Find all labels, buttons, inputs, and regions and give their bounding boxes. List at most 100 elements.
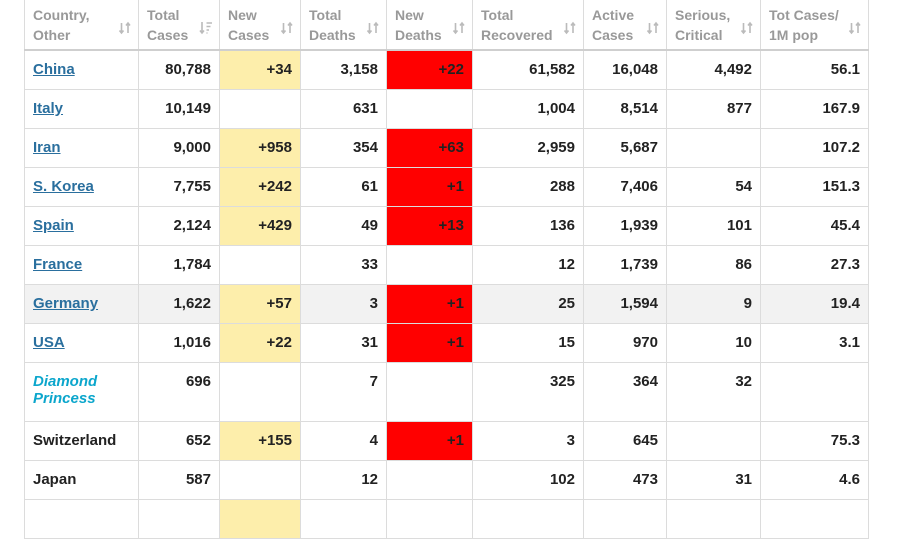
cell-active-cases: 1,939 — [583, 205, 667, 246]
column-header-label-line2: Deaths — [309, 26, 356, 43]
table-row: Germany 1,622 +57 3 +1 25 1,594 9 19.4 — [24, 283, 869, 324]
column-header-label-line2: Critical — [675, 26, 723, 43]
cell-total-recovered: 3 — [472, 420, 584, 461]
cell-tot-cases-per-1m: 56.1 — [760, 49, 869, 90]
cell-total-cases: 1,784 — [138, 244, 220, 285]
cell-active-cases: 473 — [583, 459, 667, 500]
column-header-country[interactable]: Country, Other — [24, 0, 139, 51]
cell-total-recovered — [472, 498, 584, 539]
cell-tot-cases-per-1m — [760, 498, 869, 539]
cell-new-cases: +22 — [219, 322, 301, 363]
coronavirus-stats-table: Country, Other Total Cases New Cases Total Deat… — [24, 0, 869, 539]
country-name: Diamond Princess — [33, 372, 98, 407]
cell-total-recovered: 2,959 — [472, 127, 584, 168]
column-header-new-deaths[interactable]: New Deaths — [386, 0, 473, 51]
cell-new-deaths: +63 — [386, 127, 473, 168]
cell-new-cases — [219, 361, 301, 422]
column-header-new-cases[interactable]: New Cases — [219, 0, 301, 51]
cell-active-cases: 7,406 — [583, 166, 667, 207]
country-link[interactable]: France — [33, 256, 83, 273]
cell-tot-cases-per-1m: 167.9 — [760, 88, 869, 129]
sort-icon[interactable] — [848, 21, 862, 35]
cell-country: Diamond Princess — [24, 361, 139, 422]
cell-tot-cases-per-1m: 107.2 — [760, 127, 869, 168]
country-name: Japan — [33, 471, 77, 488]
cell-active-cases: 970 — [583, 322, 667, 363]
cell-serious-critical — [666, 127, 761, 168]
cell-total-deaths: 354 — [300, 127, 387, 168]
column-header-serious-critical[interactable]: Serious, Critical — [666, 0, 761, 51]
country-link[interactable]: China — [33, 61, 75, 79]
cell-country — [24, 498, 139, 539]
country-link[interactable]: Italy — [33, 100, 64, 117]
cell-active-cases: 1,739 — [583, 244, 667, 285]
sort-icon[interactable] — [452, 21, 466, 35]
column-header-total-cases[interactable]: Total Cases — [138, 0, 220, 51]
sort-icon[interactable] — [563, 21, 577, 35]
column-header-total-recovered[interactable]: Total Recovered — [472, 0, 584, 51]
cell-serious-critical — [666, 498, 761, 539]
table-row: France 1,784 33 12 1,739 86 27.3 — [24, 244, 869, 285]
cell-new-cases — [219, 459, 301, 500]
sort-icon[interactable] — [118, 21, 132, 35]
table-row — [24, 498, 869, 539]
column-header-label-line1: New — [395, 6, 424, 23]
cell-serious-critical: 101 — [666, 205, 761, 246]
cell-total-cases: 10,149 — [138, 88, 220, 129]
column-header-tot-cases-per-1m[interactable]: Tot Cases/1M pop — [760, 0, 869, 51]
cell-country: Spain — [24, 205, 139, 246]
cell-total-cases: 1,622 — [138, 283, 220, 324]
column-header-active-cases[interactable]: Active Cases — [583, 0, 667, 51]
column-header-label-line2: Deaths — [395, 26, 442, 43]
cell-serious-critical: 86 — [666, 244, 761, 285]
table-row: USA 1,016 +22 31 +1 15 970 10 3.1 — [24, 322, 869, 363]
sort-icon[interactable] — [280, 21, 294, 35]
column-header-label-line1: Total — [481, 6, 514, 23]
cell-new-deaths — [386, 459, 473, 500]
cell-total-deaths — [300, 498, 387, 539]
column-header-label-line2: Recovered — [481, 26, 553, 43]
cell-new-cases — [219, 88, 301, 129]
cell-tot-cases-per-1m: 4.6 — [760, 459, 869, 500]
cell-new-deaths: +22 — [386, 49, 473, 90]
cell-country: Germany — [24, 283, 139, 324]
cell-total-deaths: 3 — [300, 283, 387, 324]
cell-total-deaths: 61 — [300, 166, 387, 207]
column-header-label-line1: Active — [592, 6, 635, 23]
sort-desc-icon[interactable] — [199, 21, 213, 35]
cell-active-cases: 16,048 — [583, 49, 667, 90]
cell-country: USA — [24, 322, 139, 363]
cell-new-deaths: +1 — [386, 166, 473, 207]
cell-new-cases — [219, 244, 301, 285]
cell-tot-cases-per-1m: 151.3 — [760, 166, 869, 207]
sort-icon[interactable] — [740, 21, 754, 35]
country-link[interactable]: USA — [33, 334, 65, 351]
cell-new-deaths — [386, 88, 473, 129]
cell-serious-critical: 9 — [666, 283, 761, 324]
cell-new-cases: +155 — [219, 420, 301, 461]
cell-tot-cases-per-1m: 27.3 — [760, 244, 869, 285]
cell-new-deaths: +13 — [386, 205, 473, 246]
cell-serious-critical: 32 — [666, 361, 761, 422]
sort-icon[interactable] — [646, 21, 660, 35]
column-header-total-deaths[interactable]: Total Deaths — [300, 0, 387, 51]
cell-serious-critical: 54 — [666, 166, 761, 207]
sort-icon[interactable] — [366, 21, 380, 35]
country-link[interactable]: Spain — [33, 217, 74, 234]
cell-active-cases: 364 — [583, 361, 667, 422]
table-row: Diamond Princess 696 7 325 364 32 — [24, 361, 869, 422]
cell-country: Japan — [24, 459, 139, 500]
cell-total-recovered: 15 — [472, 322, 584, 363]
cell-total-recovered: 325 — [472, 361, 584, 422]
cell-new-cases: +57 — [219, 283, 301, 324]
country-link[interactable]: S. Korea — [33, 178, 94, 195]
country-link[interactable]: Germany — [33, 295, 99, 312]
column-header-label-line2: Cases — [228, 26, 270, 43]
cell-new-cases: +34 — [219, 49, 301, 90]
country-link[interactable]: Iran — [33, 139, 61, 156]
cell-total-recovered: 136 — [472, 205, 584, 246]
table-row: Iran 9,000 +958 354 +63 2,959 5,687 107.2 — [24, 127, 869, 168]
cell-tot-cases-per-1m: 19.4 — [760, 283, 869, 324]
cell-total-recovered: 61,582 — [472, 49, 584, 90]
cell-total-deaths: 3,158 — [300, 49, 387, 90]
